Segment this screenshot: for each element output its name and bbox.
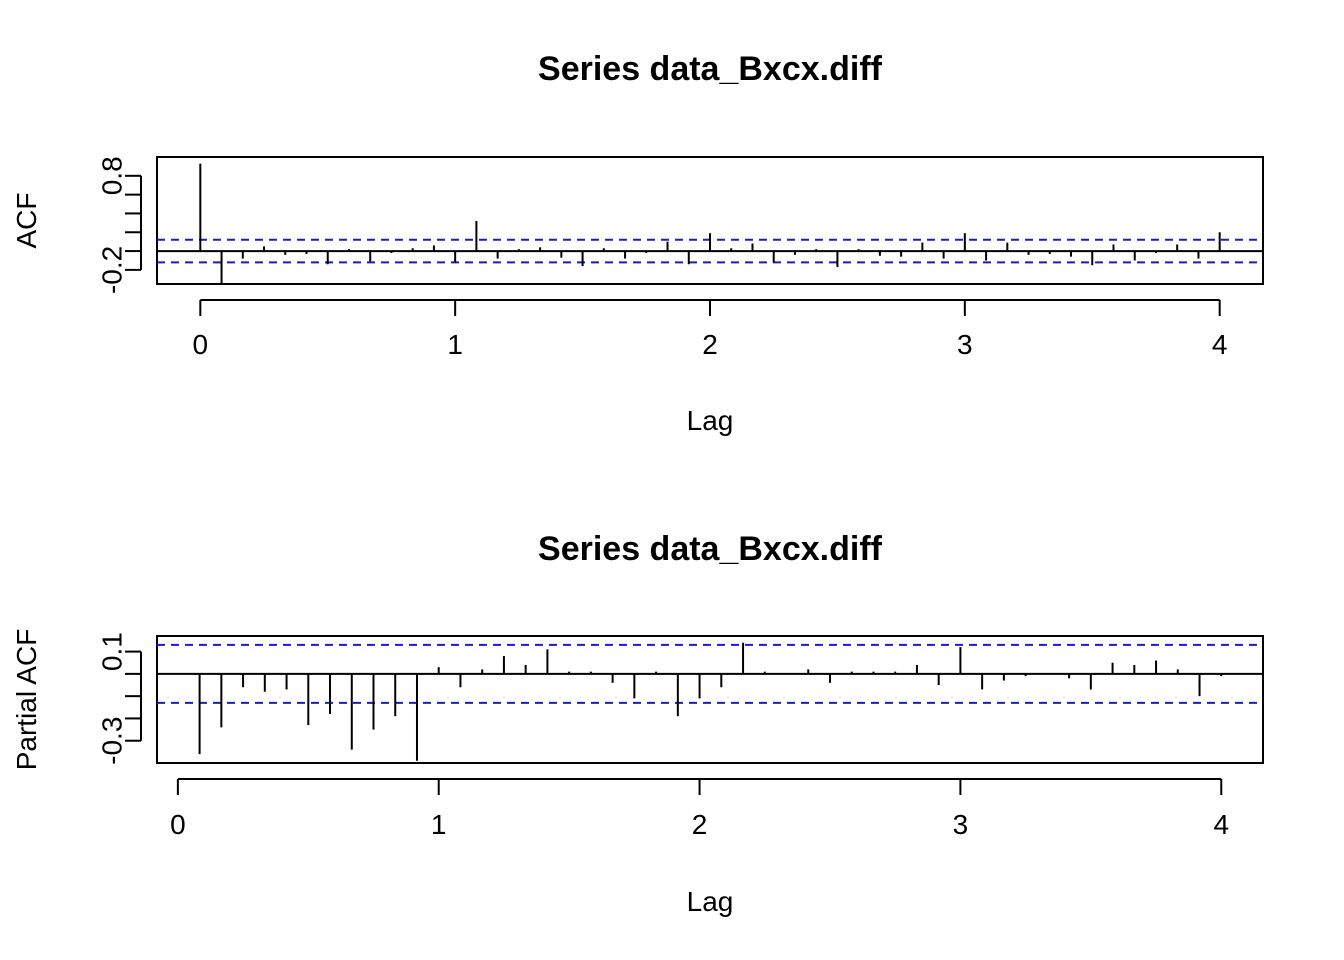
x-tick-label: 3: [957, 329, 973, 360]
y-axis-label: ACF: [11, 193, 42, 249]
x-tick-label: 3: [953, 809, 969, 840]
pacf-panel: Series data_Bxcx.diff 0 1 2 3 4 -0.3 0.1 Lag Part…: [11, 530, 1264, 917]
chart-title: Series data_Bxcx.diff: [538, 530, 883, 568]
plot-frame: [156, 635, 1264, 764]
x-tick-label: 1: [431, 809, 447, 840]
x-tick-label: 0: [170, 809, 186, 840]
chart-title: Series data_Bxcx.diff: [538, 50, 883, 88]
x-tick-label: 2: [692, 809, 708, 840]
x-tick-label: 1: [447, 329, 463, 360]
x-tick-label: 0: [193, 329, 209, 360]
x-axis-label: Lag: [687, 405, 734, 436]
acf-panel: Series data_Bxcx.diff 0 1 2 3 4 -0.2 0.8 Lag ACF: [11, 50, 1264, 436]
y-axis-label: Partial ACF: [11, 629, 42, 771]
y-tick-label: 0.8: [97, 156, 128, 195]
x-tick-label: 4: [1212, 329, 1228, 360]
x-tick-label: 2: [702, 329, 718, 360]
plot-frame: [156, 156, 1264, 285]
y-tick-label: -0.3: [97, 717, 128, 765]
x-tick-label: 4: [1213, 809, 1229, 840]
y-tick-label: 0.1: [97, 632, 128, 671]
y-tick-label: -0.2: [97, 246, 128, 294]
x-axis-label: Lag: [687, 886, 734, 917]
